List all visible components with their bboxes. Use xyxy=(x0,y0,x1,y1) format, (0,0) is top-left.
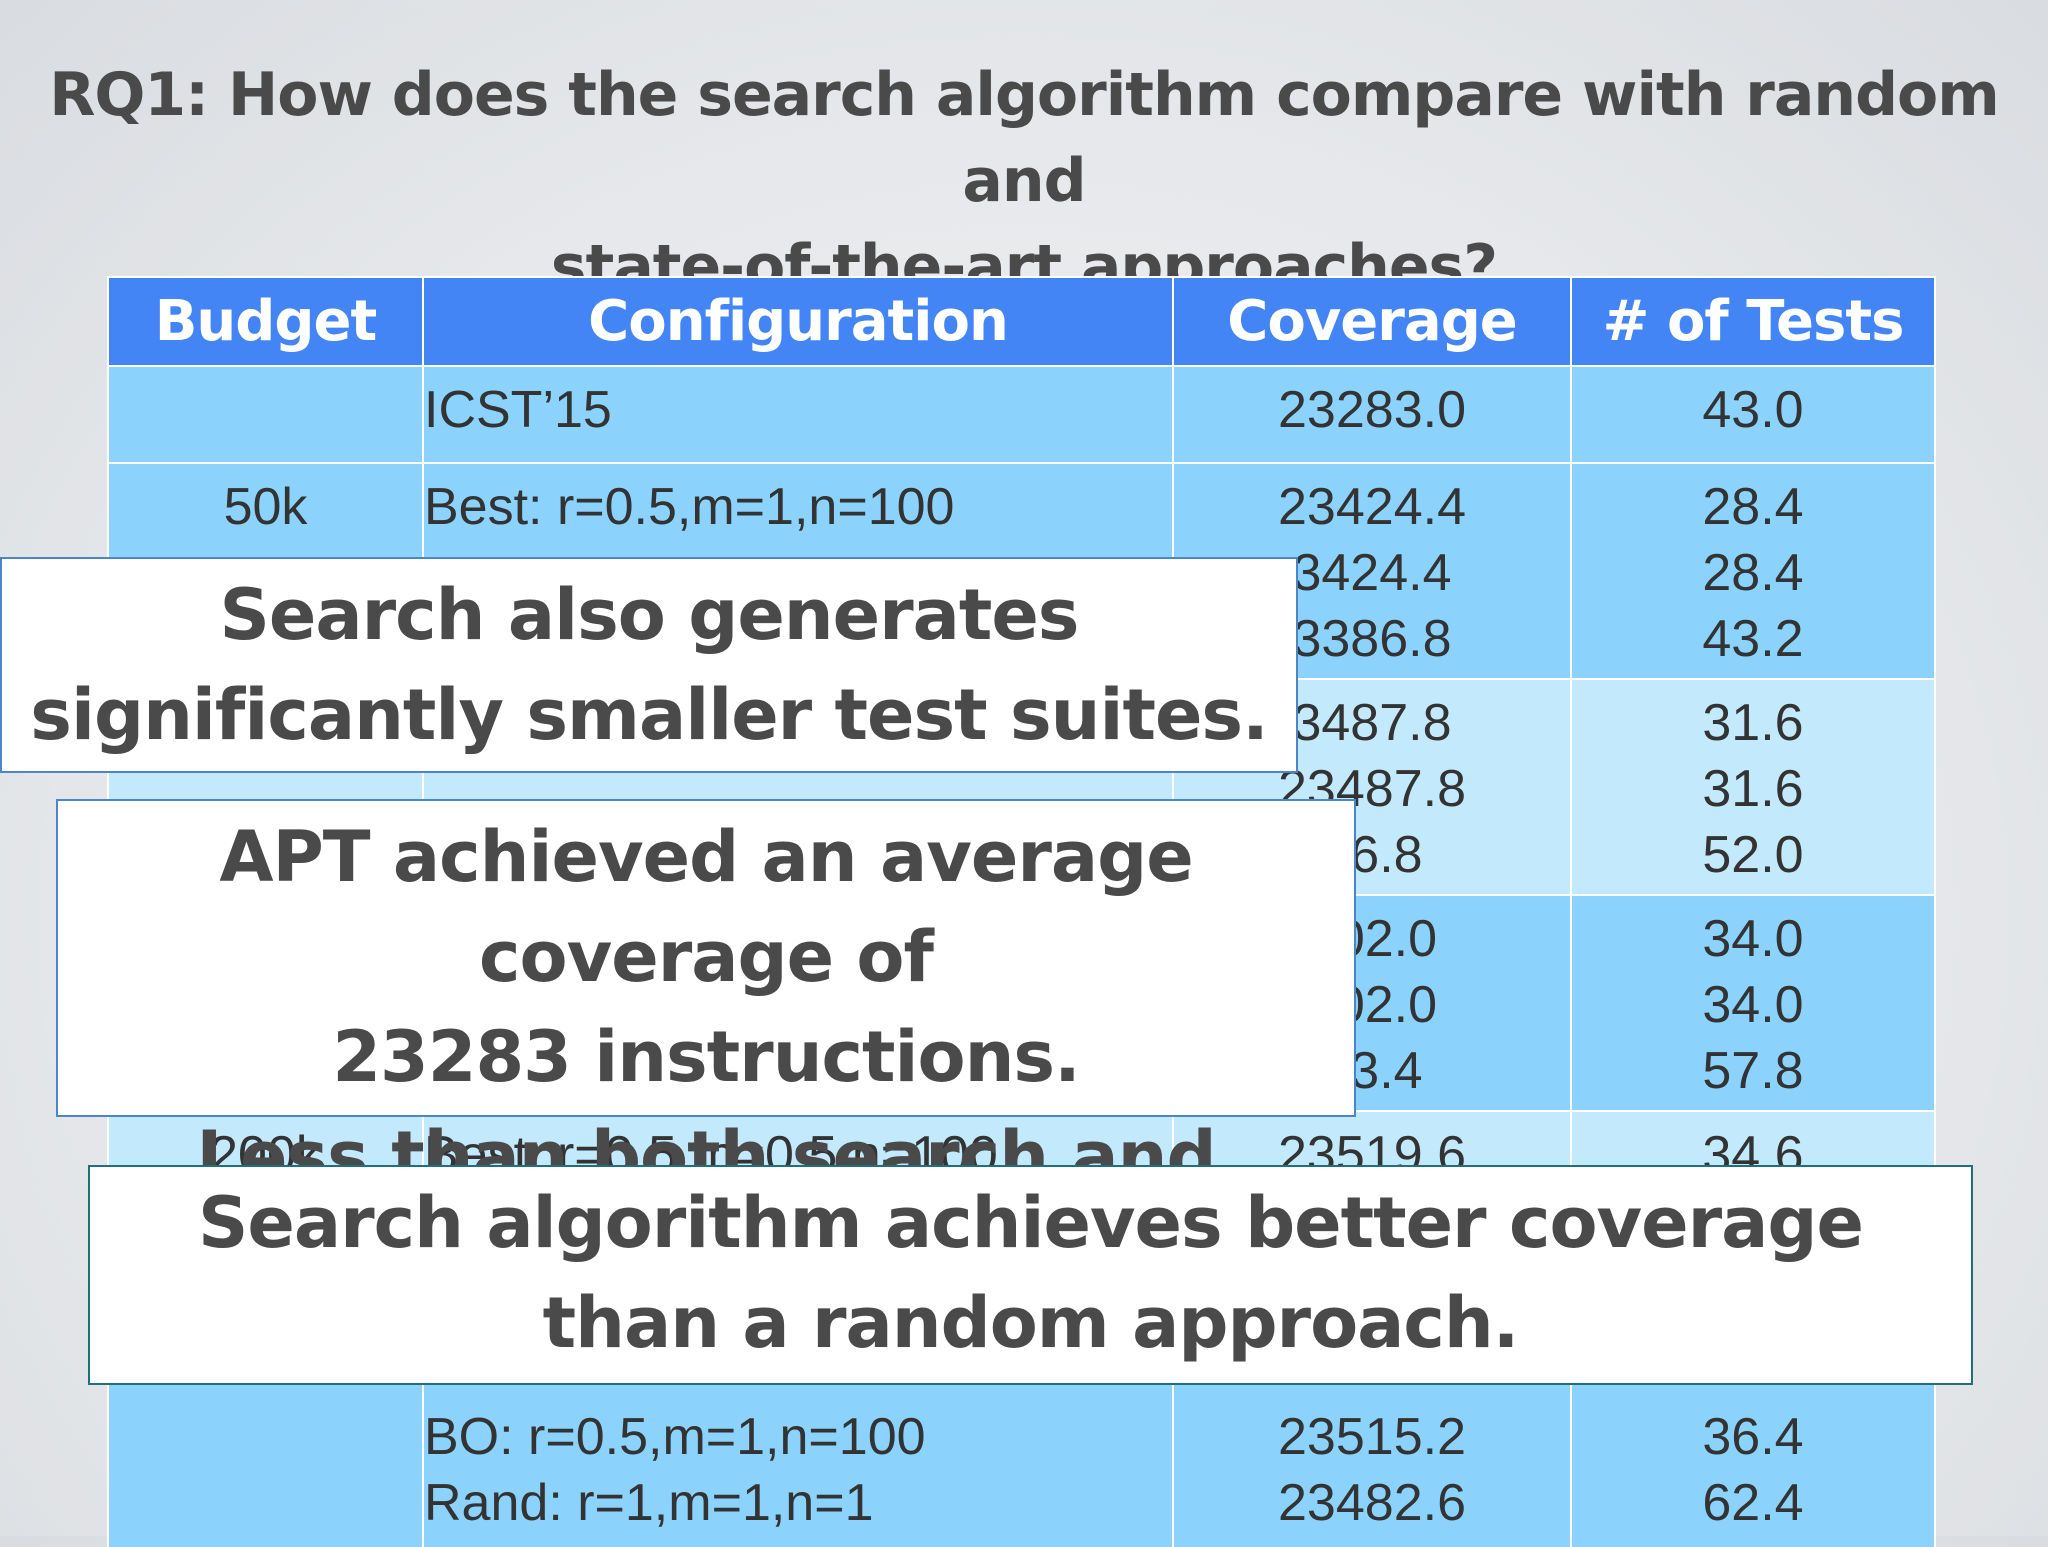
tests-cell: 28.4 28.4 43.2 xyxy=(1570,462,1936,679)
slide-title: RQ1: How does the search algorithm compa… xyxy=(0,52,2048,310)
callout-better-coverage: Search algorithm achieves better coverag… xyxy=(88,1165,1973,1385)
tests-value: 28.4 xyxy=(1702,544,1804,602)
config-line: Best: r=0.5,m=1,n=100 xyxy=(424,478,955,536)
coverage-value: 3386.8 xyxy=(1292,610,1452,668)
config-cell: ICST’15 xyxy=(422,365,1174,463)
tests-value: 34.0 xyxy=(1702,910,1804,968)
config-line: Rand: r=1,m=1,n=1 xyxy=(424,1474,874,1532)
coverage-value: 3487.8 xyxy=(1292,694,1452,752)
header-coverage: Coverage xyxy=(1172,276,1572,367)
callout-line: APT achieved an average coverage of xyxy=(219,816,1193,998)
coverage-value: 23482.6 xyxy=(1278,1474,1466,1532)
tests-value: 43.2 xyxy=(1702,610,1804,668)
tests-value: 28.4 xyxy=(1702,478,1804,536)
coverage-value: 23515.2 xyxy=(1278,1408,1466,1466)
tests-value: 31.6 xyxy=(1702,760,1804,818)
tests-cell: 34.0 34.0 57.8 xyxy=(1570,894,1936,1111)
callout-line: Search algorithm achieves better coverag… xyxy=(198,1182,1864,1264)
tests-value: 52.0 xyxy=(1702,826,1804,884)
callout-line: 23283 instructions. xyxy=(332,1016,1080,1098)
tests-value: 57.8 xyxy=(1702,1042,1804,1100)
coverage-value: 3424.4 xyxy=(1292,544,1452,602)
tests-cell: 43.0 xyxy=(1570,365,1936,463)
header-budget: Budget xyxy=(107,276,424,367)
coverage-value: 23424.4 xyxy=(1278,478,1466,536)
budget-cell xyxy=(107,365,424,463)
tests-value: 62.4 xyxy=(1702,1474,1804,1532)
tests-value: 36.4 xyxy=(1702,1408,1804,1466)
coverage-cell: 23283.0 xyxy=(1172,365,1572,463)
callout-line: significantly smaller test suites. xyxy=(30,674,1268,756)
config-line: BO: r=0.5,m=1,n=100 xyxy=(424,1408,926,1466)
tests-value: 31.6 xyxy=(1702,694,1804,752)
callout-line: than a random approach. xyxy=(542,1282,1520,1364)
tests-cell: 31.6 31.6 52.0 xyxy=(1570,678,1936,895)
callout-apt-coverage: APT achieved an average coverage of 2328… xyxy=(56,799,1356,1298)
callout-smaller-test-suites: Search also generates significantly smal… xyxy=(0,557,1298,773)
callout-line: Search also generates xyxy=(219,574,1080,656)
header-configuration: Configuration xyxy=(422,276,1174,367)
table-header-row: Budget Configuration Coverage # of Tests xyxy=(107,276,1936,367)
table-row: ICST’15 23283.0 43.0 xyxy=(107,365,1936,463)
header-tests: # of Tests xyxy=(1570,276,1936,367)
tests-value: 34.0 xyxy=(1702,976,1804,1034)
slide-title-line-1: RQ1: How does the search algorithm compa… xyxy=(49,60,2000,216)
